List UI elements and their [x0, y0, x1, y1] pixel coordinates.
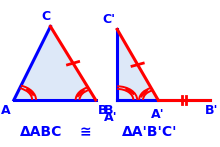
Text: A': A'	[104, 111, 117, 124]
Text: ΔA'B'C': ΔA'B'C'	[121, 125, 177, 139]
Polygon shape	[14, 26, 96, 100]
Text: B: B	[104, 104, 113, 117]
Text: ≅: ≅	[79, 125, 91, 139]
Text: B': B'	[205, 104, 219, 117]
Text: A: A	[0, 104, 10, 117]
Text: C': C'	[102, 13, 115, 26]
Polygon shape	[117, 29, 158, 100]
Text: ΔABC: ΔABC	[20, 125, 63, 139]
Text: B: B	[97, 104, 107, 117]
Text: C: C	[42, 10, 51, 23]
Text: A': A'	[151, 108, 165, 121]
